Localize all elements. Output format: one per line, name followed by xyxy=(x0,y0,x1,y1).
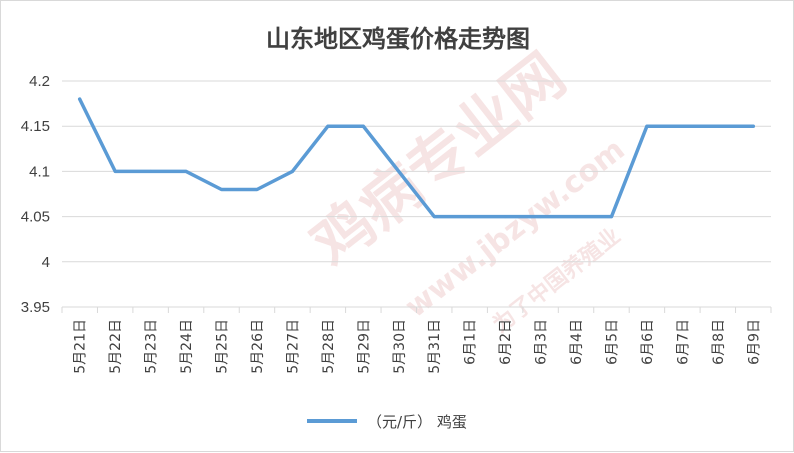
data-point xyxy=(255,187,259,191)
x-tick-label: 5月24日 xyxy=(179,319,195,374)
x-axis-ticks: 5月21日 5月22日 5月23日 5月24日 5月25日 5月26日 5月27日 5月28日… xyxy=(73,319,763,374)
y-tick-label: 4.05 xyxy=(21,209,50,226)
y-axis-ticks: 3.95 4 4.05 4.1 4.15 4.2 xyxy=(21,73,50,316)
series-layer xyxy=(77,97,756,219)
data-point xyxy=(149,169,153,173)
watermark-main-text: 鸡病专业网 xyxy=(299,40,578,280)
data-point xyxy=(113,169,117,173)
x-tick-label: 6月4日 xyxy=(569,319,585,365)
data-point xyxy=(468,215,472,219)
x-tick-label: 5月28日 xyxy=(321,319,337,374)
data-point xyxy=(645,124,649,128)
data-point xyxy=(539,215,543,219)
watermark: 鸡病专业网 www.jbzyw.com 为了中国养殖业 xyxy=(299,40,632,338)
x-axis xyxy=(61,307,772,313)
data-point xyxy=(326,124,330,128)
x-tick-label: 5月29日 xyxy=(356,319,372,374)
data-point xyxy=(680,124,684,128)
y-tick-label: 3.95 xyxy=(21,299,50,316)
x-tick-label: 5月25日 xyxy=(215,319,231,374)
x-tick-label: 5月26日 xyxy=(250,319,266,374)
data-point xyxy=(397,169,401,173)
y-tick-label: 4.2 xyxy=(29,73,50,90)
y-tick-label: 4 xyxy=(42,254,50,271)
x-tick-label: 5月30日 xyxy=(392,319,408,374)
data-point xyxy=(184,169,188,173)
data-point xyxy=(361,124,365,128)
data-point xyxy=(78,97,82,101)
x-tick-label: 5月22日 xyxy=(108,319,124,374)
x-tick-label: 5月27日 xyxy=(285,319,301,374)
x-tick-label: 5月21日 xyxy=(73,319,89,374)
legend-label: （元/斤） 鸡蛋 xyxy=(367,413,467,431)
x-tick-label: 5月23日 xyxy=(144,319,160,374)
data-point xyxy=(716,124,720,128)
x-tick-label: 5月31日 xyxy=(427,319,443,374)
data-point xyxy=(432,215,436,219)
x-tick-label: 6月7日 xyxy=(675,319,691,365)
x-tick-label: 6月5日 xyxy=(604,319,620,365)
x-tick-label: 6月1日 xyxy=(463,319,479,365)
y-tick-label: 4.1 xyxy=(29,163,50,180)
data-point xyxy=(609,215,613,219)
y-tick-label: 4.15 xyxy=(21,118,50,135)
data-point xyxy=(751,124,755,128)
x-tick-label: 6月3日 xyxy=(534,319,550,365)
data-point xyxy=(574,215,578,219)
legend: （元/斤） 鸡蛋 xyxy=(307,413,467,431)
x-tick-label: 6月9日 xyxy=(746,319,762,365)
data-point xyxy=(503,215,507,219)
x-tick-label: 6月6日 xyxy=(640,319,656,365)
x-tick-label: 6月8日 xyxy=(711,319,727,365)
data-point xyxy=(290,169,294,173)
chart-title: 山东地区鸡蛋价格走势图 xyxy=(266,24,530,53)
x-tick-label: 6月2日 xyxy=(498,319,514,365)
data-point xyxy=(220,187,224,191)
series-line-0 xyxy=(77,97,756,219)
